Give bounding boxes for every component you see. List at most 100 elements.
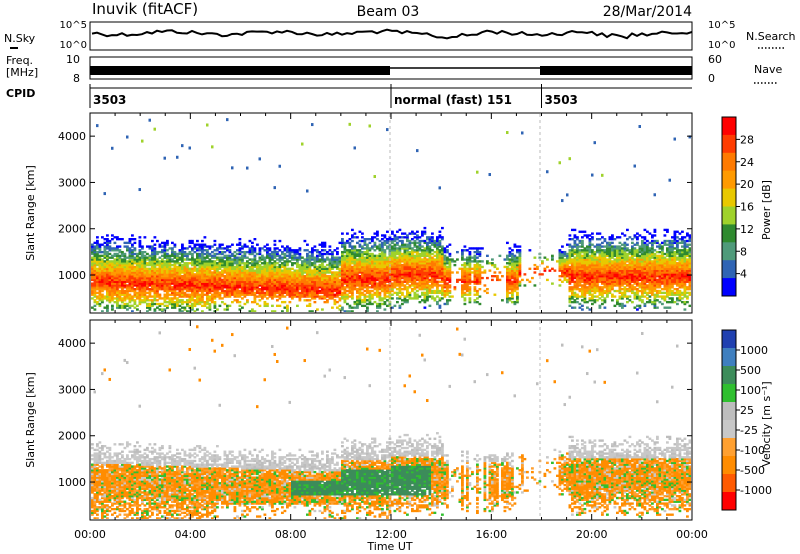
echo-cell <box>283 249 287 252</box>
echo-cell <box>383 276 387 280</box>
echo-cell <box>131 289 134 293</box>
echo-cell <box>568 250 572 254</box>
echo-cell <box>101 275 104 278</box>
echo-cell <box>371 284 374 287</box>
echo-cell <box>258 269 262 272</box>
echo-cell <box>156 278 159 282</box>
echo-cell <box>583 276 587 280</box>
echo-cell <box>558 278 562 282</box>
echo-cell <box>441 284 444 287</box>
echo-cell <box>213 276 217 280</box>
echo-cell <box>588 265 592 269</box>
echo-cell <box>431 291 434 295</box>
echo-cell <box>203 262 207 265</box>
echo-cell <box>393 304 397 308</box>
echo-cell <box>103 263 107 267</box>
echo-cell <box>211 297 214 300</box>
echo-cell <box>361 254 364 258</box>
echo-cell <box>346 260 349 263</box>
echo-cell <box>363 241 367 245</box>
echo-cell <box>411 265 414 269</box>
echo-cell <box>413 273 417 276</box>
echo-cell <box>341 288 344 291</box>
echo-cell <box>468 273 472 276</box>
echo-cell <box>158 282 162 285</box>
echo-cell <box>436 286 439 289</box>
echo-cell <box>508 284 512 287</box>
echo-cell <box>278 275 282 278</box>
echo-cell <box>373 288 377 291</box>
echo-cell <box>461 273 464 276</box>
echo-cell <box>176 276 179 280</box>
echo-cell <box>261 273 264 276</box>
echo-cell <box>341 278 344 282</box>
echo-cell <box>173 271 177 274</box>
echo-cell <box>416 295 419 298</box>
echo-cell <box>356 278 359 282</box>
echo-cell <box>333 286 337 289</box>
echo-cell <box>373 271 377 274</box>
echo-cell <box>423 275 427 278</box>
echo-cell <box>466 276 469 280</box>
echo-cell <box>426 236 429 239</box>
echo-cell <box>273 280 277 283</box>
echo-cell <box>336 267 339 270</box>
noise-sky-trace <box>91 28 693 40</box>
echo-cell <box>438 250 442 254</box>
echo-cell <box>428 260 432 263</box>
echo-cell <box>111 297 114 300</box>
echo-cell <box>121 300 124 304</box>
echo-cell <box>341 306 344 309</box>
echo-cell <box>256 275 259 278</box>
echo-cell <box>328 289 332 293</box>
echo-cell <box>173 269 177 272</box>
echo-cell <box>303 260 307 263</box>
echo-cell <box>183 282 187 285</box>
echo-cell <box>348 288 352 291</box>
echo-cell <box>561 254 564 258</box>
echo-cell <box>421 278 424 282</box>
echo-cell <box>271 258 274 261</box>
echo-cell <box>296 249 299 252</box>
echo-cell <box>208 286 212 289</box>
echo-cell <box>426 297 429 300</box>
echo-cell <box>106 265 109 269</box>
echo-cell <box>196 247 199 250</box>
echo-cell <box>461 275 464 278</box>
echo-cell <box>513 302 517 306</box>
echo-cell <box>311 280 314 283</box>
echo-cell <box>441 297 444 300</box>
echo-cell <box>221 243 224 246</box>
echo-cell <box>438 260 442 263</box>
echo-cell <box>288 252 292 256</box>
echo-cell <box>251 269 254 272</box>
echo-cell <box>303 299 307 302</box>
echo-cell <box>463 299 467 302</box>
echo-cell <box>303 263 307 267</box>
echo-cell <box>476 297 479 300</box>
echo-cell <box>441 291 444 295</box>
echo-cell <box>106 239 109 243</box>
echo-cell <box>431 260 434 263</box>
echo-cell <box>118 293 122 296</box>
echo-cell <box>288 284 292 287</box>
echo-cell <box>441 293 444 296</box>
echo-cell <box>161 245 164 248</box>
echo-cell <box>476 282 479 285</box>
echo-cell <box>148 299 152 302</box>
echo-cell <box>246 265 249 269</box>
echo-cell <box>168 258 172 261</box>
echo-cell <box>591 269 594 272</box>
echo-cell <box>211 293 214 296</box>
echo-cell <box>368 289 372 293</box>
echo-cell <box>508 286 512 289</box>
echo-cell <box>433 297 437 300</box>
echo-cell <box>413 297 417 300</box>
echo-cell <box>323 282 327 285</box>
echo-cell <box>101 280 104 283</box>
echo-cell <box>346 293 349 296</box>
echo-cell <box>243 295 247 298</box>
echo-cell <box>351 258 354 261</box>
echo-cell <box>218 263 222 267</box>
echo-cell <box>231 289 234 293</box>
